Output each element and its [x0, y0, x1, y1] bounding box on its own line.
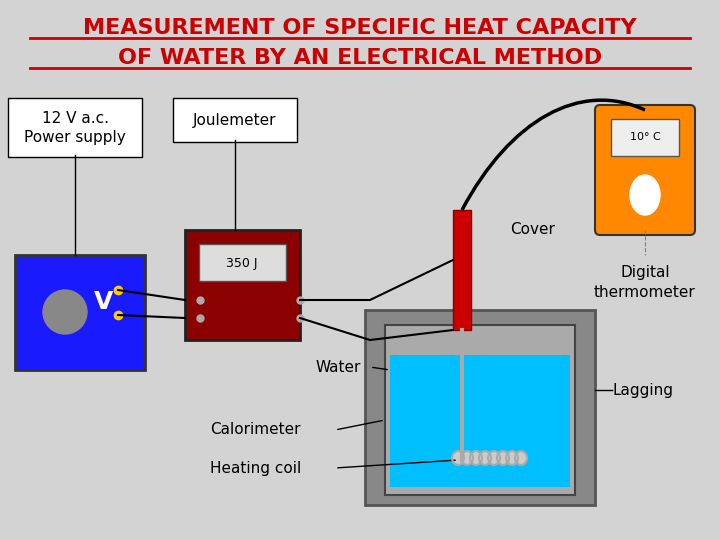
Ellipse shape — [480, 453, 490, 463]
FancyBboxPatch shape — [173, 98, 297, 142]
Ellipse shape — [471, 453, 481, 463]
Text: 350 J: 350 J — [226, 256, 258, 269]
FancyBboxPatch shape — [15, 255, 145, 370]
FancyBboxPatch shape — [453, 210, 471, 330]
FancyBboxPatch shape — [390, 355, 570, 487]
Ellipse shape — [507, 453, 517, 463]
Ellipse shape — [453, 453, 463, 463]
Text: Heating coil: Heating coil — [210, 461, 301, 476]
FancyBboxPatch shape — [185, 230, 300, 340]
Text: V: V — [94, 290, 114, 314]
Ellipse shape — [462, 453, 472, 463]
FancyBboxPatch shape — [611, 119, 679, 156]
Text: Lagging: Lagging — [612, 382, 673, 397]
Ellipse shape — [498, 453, 508, 463]
Text: Water: Water — [315, 360, 361, 375]
Ellipse shape — [630, 175, 660, 215]
Text: Calorimeter: Calorimeter — [210, 422, 300, 437]
Text: 12 V a.c.
Power supply: 12 V a.c. Power supply — [24, 111, 126, 145]
Circle shape — [43, 290, 87, 334]
Text: Cover: Cover — [510, 222, 555, 238]
Text: OF WATER BY AN ELECTRICAL METHOD: OF WATER BY AN ELECTRICAL METHOD — [118, 48, 602, 68]
Ellipse shape — [516, 453, 526, 463]
Ellipse shape — [489, 453, 499, 463]
Text: Digital
thermometer: Digital thermometer — [594, 265, 696, 300]
Text: Joulemeter: Joulemeter — [193, 112, 276, 127]
Text: 10° C: 10° C — [629, 132, 660, 142]
FancyBboxPatch shape — [8, 98, 142, 157]
Text: MEASUREMENT OF SPECIFIC HEAT CAPACITY: MEASUREMENT OF SPECIFIC HEAT CAPACITY — [84, 18, 636, 38]
FancyBboxPatch shape — [199, 244, 286, 281]
FancyBboxPatch shape — [385, 325, 575, 495]
FancyBboxPatch shape — [365, 310, 595, 505]
FancyBboxPatch shape — [595, 105, 695, 235]
